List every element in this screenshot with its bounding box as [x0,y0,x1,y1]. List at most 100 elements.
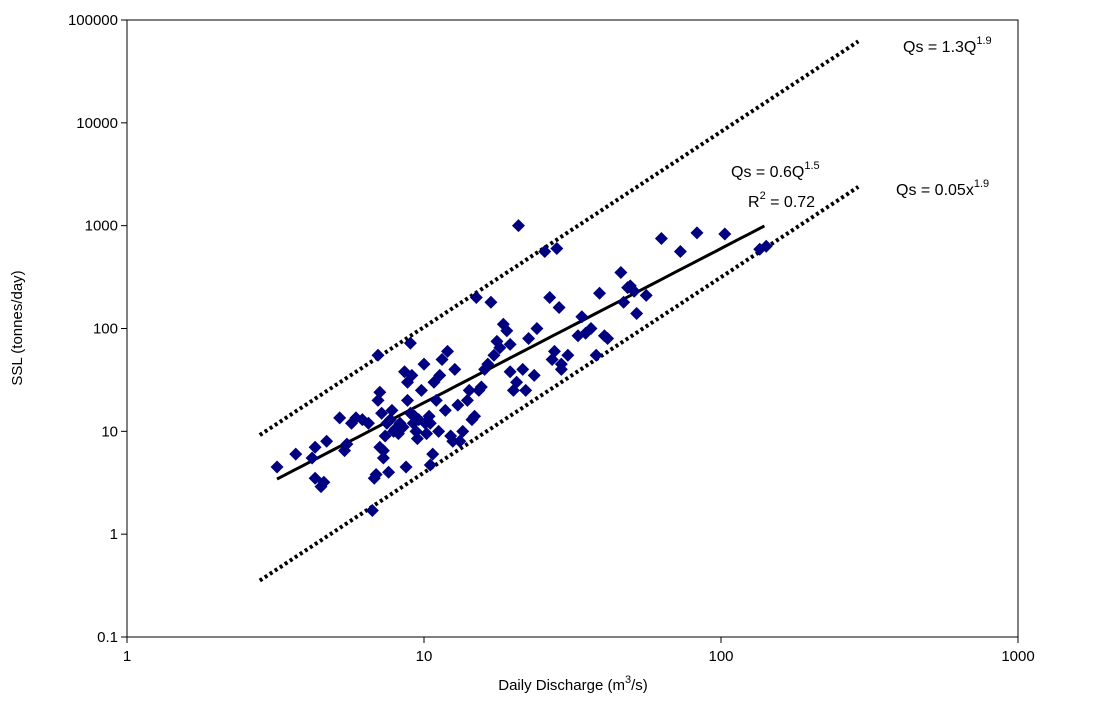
data-point [420,427,434,441]
data-points-layer [270,219,773,517]
y-tick-label: 10000 [76,115,118,132]
data-point [429,393,443,407]
y-tick-label: 1 [110,526,118,543]
y-tick-label: 1000 [85,218,118,235]
regression-line [276,224,766,481]
data-point [375,406,389,420]
data-point [401,393,415,407]
axes-layer: 1 10 100 1000 0.1 1 10 100 1000 10000 100000 [68,12,1035,665]
data-point [510,375,524,389]
annotation-r-squared: R2 = 0.72 [748,190,815,211]
data-point [414,383,428,397]
data-point [405,368,419,382]
annotation-regression-equation: Qs = 0.6Q1.5 [731,160,820,181]
data-point [289,447,303,461]
data-point [365,503,379,517]
data-point [361,416,375,430]
fit-lines-layer [258,39,860,583]
data-point [654,232,668,246]
data-point [435,352,449,366]
data-point [446,434,460,448]
x-tick-label: 1 [123,648,131,665]
data-point [617,295,631,309]
data-point [320,434,334,448]
data-point [601,331,615,345]
data-point [469,291,483,305]
data-point [417,357,431,371]
data-point [308,440,322,454]
x-axis-title: Daily Discharge (m3/s) [498,674,648,694]
data-point [627,284,641,298]
data-point [441,344,455,358]
data-point [305,451,319,465]
x-tick-label: 10 [416,648,433,665]
data-point [690,226,704,240]
y-axis-title: SSL (tonnes/day) [9,270,26,385]
y-tick-label: 100000 [68,12,118,29]
data-point [484,295,498,309]
data-point [399,460,413,474]
data-point [433,368,447,382]
data-point [543,291,557,305]
data-point [426,447,440,461]
data-point [376,451,390,465]
data-point [584,322,598,335]
data-point [453,434,467,448]
data-point [396,420,410,434]
data-point [371,348,385,362]
data-point [382,465,396,479]
data-point [448,362,462,376]
data-point [552,301,566,315]
data-point [718,227,732,241]
data-point [503,337,517,351]
data-point [503,365,517,379]
data-point [385,403,399,417]
data-point [630,306,644,320]
data-point [383,413,397,427]
data-point [474,380,488,394]
data-point [423,458,437,472]
data-point [462,383,476,397]
data-point [333,411,347,425]
data-point [759,239,773,253]
data-point [403,336,417,350]
data-point [511,219,525,233]
data-point [423,416,437,430]
data-point [373,385,387,399]
data-point [561,348,575,362]
data-point [673,245,687,259]
plot-area [126,19,1019,638]
data-point [340,437,354,451]
annotation-lower-envelope: Qs = 0.05x1.9 [896,178,989,199]
data-point [500,324,514,338]
data-point [369,468,383,482]
data-point [614,266,628,280]
data-point [522,331,536,345]
data-point [376,444,390,458]
data-point [468,409,482,423]
data-point [554,362,568,376]
data-point [547,344,561,358]
data-point [593,286,607,300]
x-tick-label: 1000 [1001,648,1034,665]
x-tick-label: 100 [708,648,733,665]
data-point [519,383,533,397]
data-point [527,368,541,382]
data-point [487,348,501,362]
data-point [481,357,495,371]
data-point [516,362,530,376]
data-point [410,432,424,446]
data-point [432,424,446,438]
data-point [575,310,589,324]
y-tick-label: 10 [101,423,118,440]
data-point [438,403,452,417]
data-point [460,393,474,407]
data-point [538,245,552,259]
data-point [270,460,284,474]
data-point [317,475,331,489]
data-point [530,322,544,335]
y-tick-label: 100 [93,321,118,338]
data-point [550,241,564,255]
data-point [493,341,507,355]
